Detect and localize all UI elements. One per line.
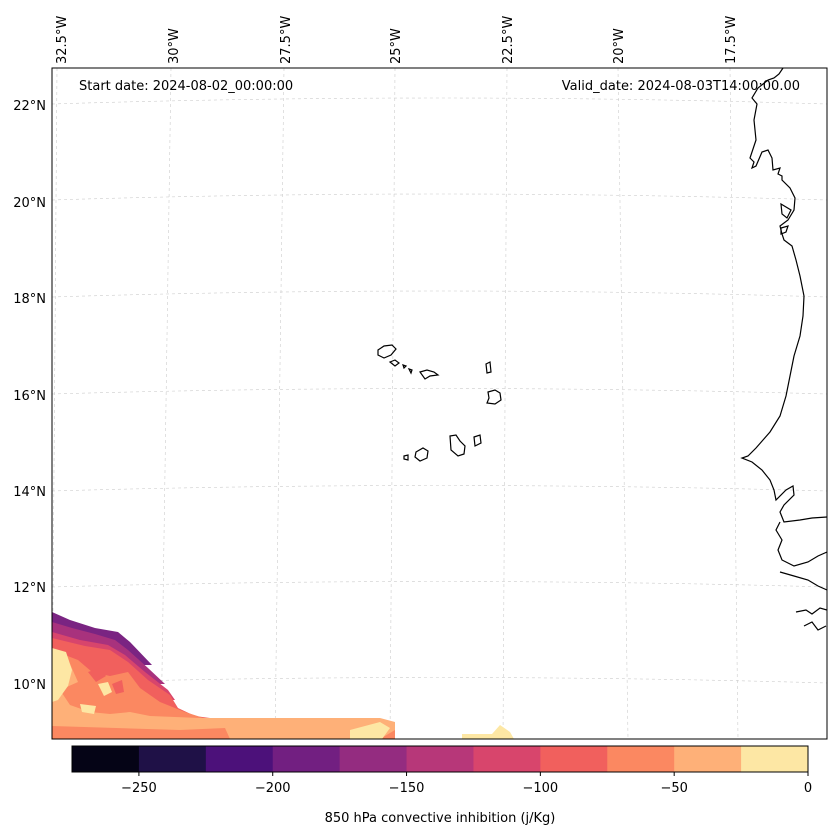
colorbar-tick-label: −50: [660, 781, 687, 796]
lat-label: 14°N: [13, 485, 46, 500]
colorbar-segment: [406, 746, 474, 772]
colorbar-segment: [339, 746, 408, 772]
map-area: [52, 68, 827, 739]
colorbar-tick-label: −100: [523, 781, 559, 796]
colorbar-tick-label: −200: [255, 781, 291, 796]
lon-label: 32.5°W: [55, 16, 70, 64]
colorbar-border: [71, 745, 809, 773]
colorbar-tick-label: 0: [804, 781, 812, 796]
lon-label: 22.5°W: [501, 16, 516, 64]
latitude-labels: 22°N 20°N 18°N 16°N 14°N 12°N 10°N: [13, 99, 46, 693]
cape-verde-islands: [377, 344, 502, 462]
valid-date-label: Valid_date: 2024-08-03T14:00:00.00: [562, 79, 800, 94]
lat-label: 12°N: [13, 581, 46, 596]
colorbar-tick-label: −250: [121, 781, 157, 796]
colorbar-label: 850 hPa convective inhibition (j/Kg): [325, 811, 556, 826]
africa-coastline: [740, 68, 827, 631]
cin-contours: [52, 612, 514, 739]
lat-label: 16°N: [13, 389, 46, 404]
lon-label: 17.5°W: [724, 16, 739, 64]
colorbar-segment: [138, 746, 207, 772]
lon-label: 27.5°W: [279, 16, 294, 64]
colorbar: −250 −200 −150 −100 −50 0: [71, 745, 812, 796]
colorbar-segment: [540, 746, 608, 772]
lat-label: 10°N: [13, 678, 46, 693]
lat-label: 20°N: [13, 196, 46, 211]
colorbar-segment: [205, 746, 274, 772]
colorbar-segment: [741, 746, 809, 772]
lat-label: 22°N: [13, 99, 46, 114]
map-frame: [51, 67, 828, 740]
longitude-labels: 32.5°W 30°W 27.5°W 25°W 22.5°W 20°W 17.5…: [55, 16, 739, 64]
colorbar-segment: [607, 746, 675, 772]
start-date-label: Start date: 2024-08-02_00:00:00: [79, 79, 293, 94]
lat-label: 18°N: [13, 292, 46, 307]
gridlines: [52, 68, 827, 739]
colorbar-segment: [674, 746, 742, 772]
colorbar-segment: [473, 746, 541, 772]
lon-label: 20°W: [612, 28, 627, 64]
lon-label: 25°W: [389, 28, 404, 64]
lon-label: 30°W: [167, 28, 182, 64]
colorbar-segment: [272, 746, 341, 772]
colorbar-segment: [72, 746, 140, 772]
colorbar-tick-label: −150: [389, 781, 425, 796]
